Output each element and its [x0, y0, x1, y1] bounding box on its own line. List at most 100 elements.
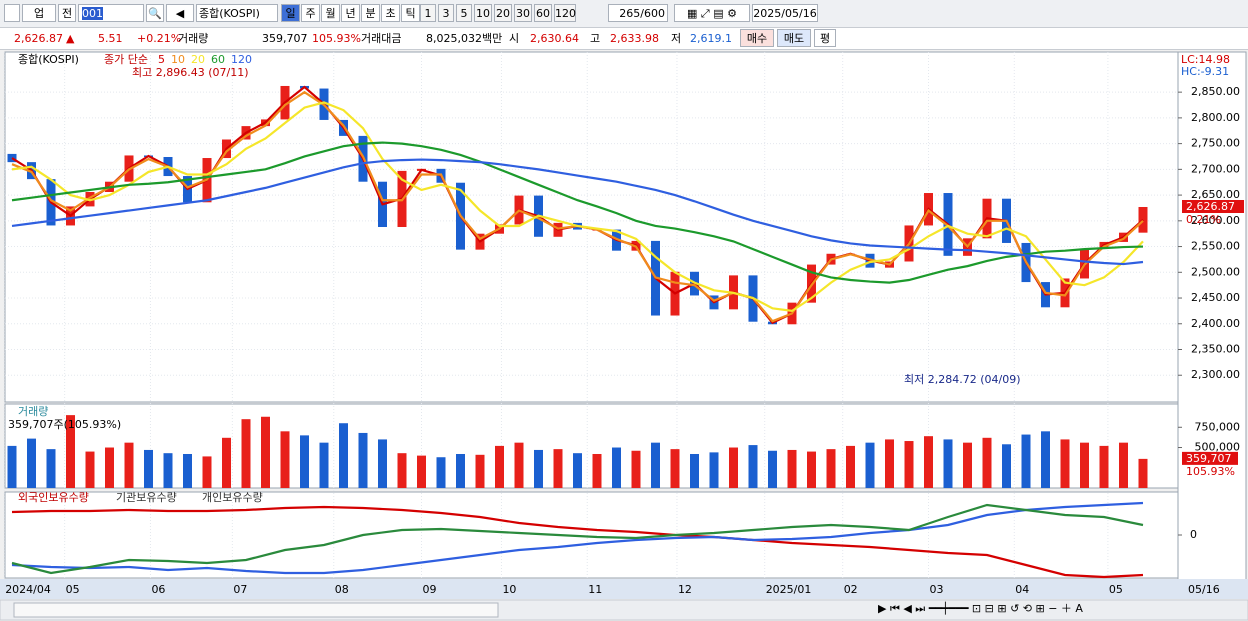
last-label: 359,707: [1186, 452, 1232, 465]
search-button[interactable]: 🔍: [146, 4, 164, 22]
up-arrow: ▲: [66, 32, 75, 45]
volume-bar: [748, 445, 758, 488]
quote-bar: 2,626.87 ▲ 5.51 +0.21% 거래량 359,707 105.9…: [0, 28, 1248, 50]
x-tick-label: 12: [678, 583, 692, 596]
panel-title: 종합(KOSPI): [18, 53, 79, 66]
volume: 359,707: [262, 32, 308, 45]
volume-bar: [807, 451, 816, 488]
volume-bar: [1060, 439, 1070, 488]
period-button[interactable]: 일: [281, 4, 300, 22]
y-tick-label: 2,750.00: [1191, 137, 1240, 150]
period-button[interactable]: 20: [494, 4, 512, 22]
period-button[interactable]: 년: [341, 4, 360, 22]
chart: 2024/04 05 06 07 08 09 10 11 12 2025/01 02 03 04 05 05…: [0, 51, 1248, 621]
volume-bar: [690, 453, 699, 488]
ma-line: [11, 158, 1144, 266]
prev-button[interactable]: 전: [58, 4, 76, 22]
x-tick-label: 2025/01: [766, 583, 812, 596]
change: 5.51: [98, 32, 123, 45]
volume-bar: [534, 449, 543, 488]
x-axis-bar: [0, 579, 1248, 599]
market-select[interactable]: 업: [22, 4, 56, 22]
panel-subtitle: 359,707주(105.93%): [8, 418, 121, 431]
sound-button[interactable]: ◀: [166, 4, 194, 22]
high: 2,633.98: [610, 32, 659, 45]
volume-bar: [1138, 458, 1148, 488]
last-label: 2,626.87: [1186, 200, 1235, 213]
period-button[interactable]: 1: [420, 4, 436, 22]
volume-bar: [163, 453, 173, 488]
volume-bar: [222, 437, 231, 488]
scroll-thumb[interactable]: [13, 602, 499, 618]
y-tick-label: 0: [1190, 528, 1197, 541]
rate: +0.21%: [137, 32, 182, 45]
volume-bar: [943, 439, 953, 488]
volume-bar: [592, 453, 602, 488]
last-box: [1182, 451, 1238, 465]
volume-bar: [963, 442, 972, 488]
volume-rate: 105.93%: [312, 32, 361, 45]
holding-line: [11, 505, 1144, 579]
last-box: [1182, 199, 1244, 213]
period-button[interactable]: 월: [321, 4, 340, 22]
x-end-label: 05/16: [1188, 583, 1220, 596]
y-tick-label: 2,550.00: [1191, 240, 1240, 253]
volume-bar: [202, 456, 212, 488]
x-tick-label: 03: [930, 583, 944, 596]
hc-label: HC:-9.31: [1181, 65, 1229, 78]
x-tick-label: 11: [588, 583, 602, 596]
x-tick-label: 2024/04: [5, 583, 51, 596]
last-rate: 0.21%: [1186, 213, 1221, 226]
volume-bar: [709, 452, 719, 488]
volume-bar: [514, 442, 524, 488]
avg-button[interactable]: 평: [814, 29, 836, 47]
volume-bar: [1021, 434, 1031, 488]
y-tick-label: 2,300.00: [1191, 368, 1240, 381]
period-button[interactable]: 5: [456, 4, 472, 22]
legend-label: 외국인보유수량: [18, 491, 89, 504]
volume-bar: [183, 453, 192, 488]
icon[interactable]: [4, 4, 20, 22]
scroll-controls[interactable]: ▶ ⏮ ◀ ⏭ ━━┿━━━ ⊡ ⊟ ⊞ ↺ ⟲ ⊞ − ＋ A: [878, 601, 1083, 615]
y-tick-label: 2,650.00: [1191, 188, 1240, 201]
volume-bar: [436, 457, 446, 488]
last-rate: 105.93%: [1186, 465, 1235, 478]
x-tick-label: 08: [335, 583, 349, 596]
volume-bar: [495, 445, 504, 488]
volume-bar: [768, 450, 777, 488]
volume-bar: [319, 442, 329, 488]
period-button[interactable]: 30: [514, 4, 532, 22]
volume-bar: [378, 439, 387, 488]
count[interactable]: 265/600: [608, 4, 668, 22]
tools[interactable]: ▦ ⤢ ▤ ⚙: [674, 4, 750, 22]
x-tick-label: 05: [1109, 583, 1123, 596]
date[interactable]: 2025/05/16: [752, 4, 818, 22]
buy-button[interactable]: 매수: [740, 29, 774, 47]
period-button[interactable]: 틱: [401, 4, 420, 22]
legend-label: 기관보유수량: [116, 491, 177, 504]
y-tick-label: 2,350.00: [1191, 343, 1240, 356]
y-tick-label: 500,000: [1195, 441, 1241, 454]
period-button[interactable]: 분: [361, 4, 380, 22]
sell-button[interactable]: 매도: [777, 29, 811, 47]
open: 2,630.64: [530, 32, 579, 45]
period-button[interactable]: 60: [534, 4, 552, 22]
y-tick-label: 2,450.00: [1191, 291, 1240, 304]
volume-bar: [280, 431, 290, 488]
period-button[interactable]: 120: [554, 4, 576, 22]
holding-line: [11, 503, 1144, 575]
volume-bar: [846, 445, 855, 488]
period-button[interactable]: 10: [474, 4, 492, 22]
legend-label: 20: [191, 53, 205, 66]
volume-bar: [261, 416, 270, 488]
code-input[interactable]: 001: [78, 4, 144, 22]
period-button[interactable]: 주: [301, 4, 320, 22]
period-button[interactable]: 3: [438, 4, 454, 22]
legend-label: 10: [171, 53, 185, 66]
ma-label: 종가 단순: [104, 53, 148, 66]
volume-bar: [1002, 444, 1011, 488]
volume-bar: [1099, 445, 1109, 488]
annotation: 최저 2,284.72 (04/09): [904, 373, 1021, 386]
period-button[interactable]: 초: [381, 4, 400, 22]
x-tick-label: 10: [502, 583, 516, 596]
